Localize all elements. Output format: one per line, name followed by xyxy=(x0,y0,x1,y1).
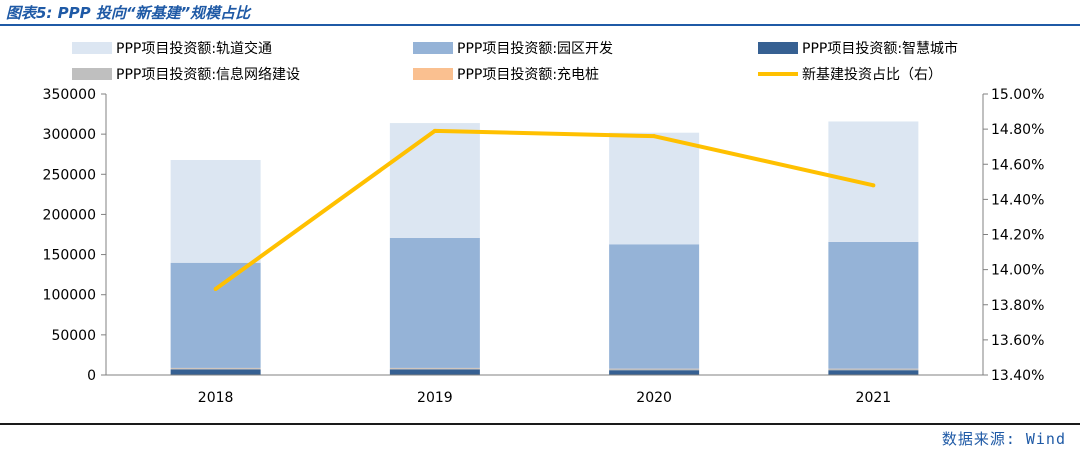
left-tick-label: 200000 xyxy=(43,207,96,223)
legend-swatch xyxy=(758,42,798,54)
bar-segment xyxy=(170,369,261,375)
line-point xyxy=(432,128,437,133)
left-tick-label: 100000 xyxy=(43,288,96,304)
x-tick-label: 2020 xyxy=(636,390,672,406)
left-tick-label: 300000 xyxy=(43,127,96,143)
bar-segment xyxy=(389,237,480,368)
bar-segment xyxy=(609,244,700,369)
x-tick-label: 2021 xyxy=(856,390,892,406)
left-tick-label: 150000 xyxy=(43,248,96,264)
line-series xyxy=(213,128,876,291)
legend-swatch xyxy=(72,68,112,80)
bar-segment xyxy=(609,368,700,371)
left-tick-label: 50000 xyxy=(51,328,96,344)
chart-canvas: PPP项目投资额:轨道交通 PPP项目投资额:园区开发 PPP项目投资额:智慧城市 P… xyxy=(43,40,1045,406)
bar-segment xyxy=(609,132,700,245)
legend-label: PPP项目投资额:智慧城市 xyxy=(802,40,958,57)
legend-swatch xyxy=(413,68,453,80)
line-point xyxy=(213,286,218,291)
x-axis: 2018 2019 2020 2021 xyxy=(106,374,983,406)
right-tick-label: 13.60% xyxy=(991,333,1044,349)
bar-segment xyxy=(609,370,700,375)
bar-segment xyxy=(170,159,261,263)
bar-segment xyxy=(170,262,261,368)
bar-segment xyxy=(828,241,919,369)
footer-divider xyxy=(0,423,1080,425)
bar-segment xyxy=(828,370,919,375)
right-tick-label: 15.00% xyxy=(991,87,1044,103)
legend-label: PPP项目投资额:园区开发 xyxy=(457,41,613,57)
right-tick-label: 13.40% xyxy=(991,368,1044,384)
source-note: 数据来源: Wind xyxy=(941,430,1066,448)
right-tick-label: 14.00% xyxy=(991,263,1044,279)
legend-swatch xyxy=(413,42,453,54)
left-tick-label: 350000 xyxy=(43,87,96,103)
legend-label: PPP项目投资额:轨道交通 xyxy=(116,40,272,57)
right-tick-label: 14.20% xyxy=(991,228,1044,244)
bar-series xyxy=(170,121,919,375)
x-tick-label: 2018 xyxy=(198,390,234,406)
line-path xyxy=(214,128,874,291)
right-tick-label: 14.60% xyxy=(991,157,1044,173)
right-tick-label: 13.80% xyxy=(991,298,1044,314)
bar-segment xyxy=(389,123,480,238)
left-tick-label: 250000 xyxy=(43,167,96,183)
right-axis: 13.40% 13.60% 13.80% 14.00% 14.20% 14.40% 14.6… xyxy=(982,87,1044,384)
x-tick-label: 2019 xyxy=(417,390,453,406)
legend-label: PPP项目投资额:充电桩 xyxy=(457,66,599,83)
bar-segment xyxy=(828,121,919,242)
bar-segment xyxy=(389,368,480,370)
bar-segment xyxy=(828,368,919,371)
header-divider xyxy=(0,24,1080,26)
right-tick-label: 14.40% xyxy=(991,192,1044,208)
legend: PPP项目投资额:轨道交通 PPP项目投资额:园区开发 PPP项目投资额:智慧城市 P… xyxy=(72,40,958,83)
left-axis: 0 50000 100000 150000 200000 250000 300000 3500… xyxy=(43,87,107,384)
bar-segment xyxy=(170,368,261,370)
line-point xyxy=(652,134,657,139)
right-tick-label: 14.80% xyxy=(991,122,1044,138)
line-point xyxy=(871,183,876,188)
legend-swatch xyxy=(72,42,112,54)
chart-title: 图表5: PPP 投向“新基建”规模占比 xyxy=(6,4,251,22)
legend-label: PPP项目投资额:信息网络建设 xyxy=(116,66,300,83)
bar-segment xyxy=(389,369,480,375)
left-tick-label: 0 xyxy=(87,368,96,384)
legend-label: 新基建投资占比（右） xyxy=(802,66,942,83)
